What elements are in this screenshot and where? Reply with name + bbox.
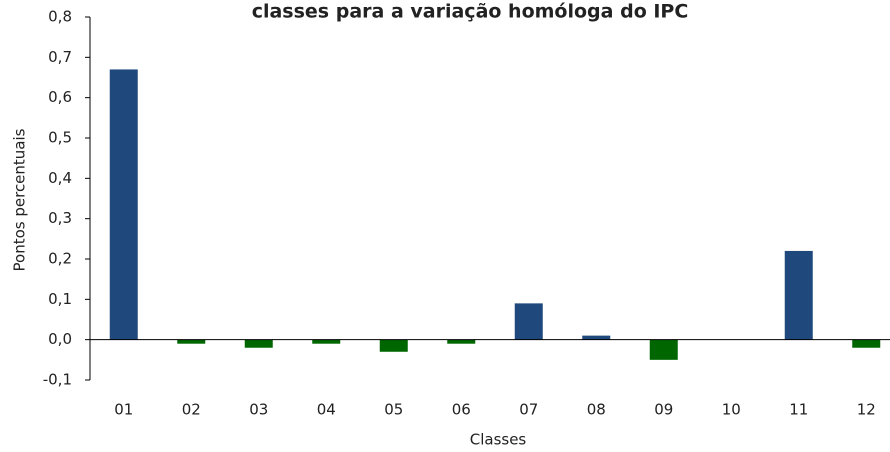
- y-tick-label: 0,5: [48, 129, 72, 147]
- bar: [582, 335, 611, 340]
- y-tick-label: 0,4: [48, 169, 72, 187]
- bar: [784, 250, 813, 340]
- x-tick-label: 02: [182, 401, 201, 419]
- x-tick-label: 12: [857, 401, 876, 419]
- y-tick-label: 0,8: [48, 8, 72, 26]
- bar: [379, 339, 408, 352]
- y-tick-label: 0,0: [48, 330, 72, 348]
- bar: [177, 339, 206, 344]
- x-tick-label: 06: [452, 401, 471, 419]
- bar: [447, 339, 476, 344]
- y-tick-label: 0,1: [48, 290, 72, 308]
- bar: [649, 339, 678, 360]
- y-tick-label: 0,7: [48, 48, 72, 66]
- chart-title: classes para a variação homóloga do IPC: [252, 1, 689, 23]
- bar: [514, 303, 543, 340]
- x-tick-label: 01: [114, 401, 133, 419]
- y-tick-label: -0,1: [43, 371, 72, 389]
- bar: [852, 339, 881, 348]
- x-tick-label: 05: [384, 401, 403, 419]
- y-tick-label: 0,6: [48, 88, 72, 106]
- x-tick-label: 09: [654, 401, 673, 419]
- bar: [312, 339, 341, 344]
- y-axis-label: Pontos percentuais: [11, 128, 29, 271]
- x-tick-label: 11: [789, 401, 808, 419]
- x-tick-label: 08: [587, 401, 606, 419]
- x-tick-label: 03: [249, 401, 268, 419]
- x-tick-label: 07: [519, 401, 538, 419]
- bar: [244, 339, 273, 348]
- bar: [109, 69, 138, 340]
- y-tick-label: 0,2: [48, 250, 72, 268]
- x-tick-label: 04: [317, 401, 336, 419]
- y-tick-label: 0,3: [48, 209, 72, 227]
- x-axis-label: Classes: [470, 431, 527, 449]
- x-tick-label: 10: [722, 401, 741, 419]
